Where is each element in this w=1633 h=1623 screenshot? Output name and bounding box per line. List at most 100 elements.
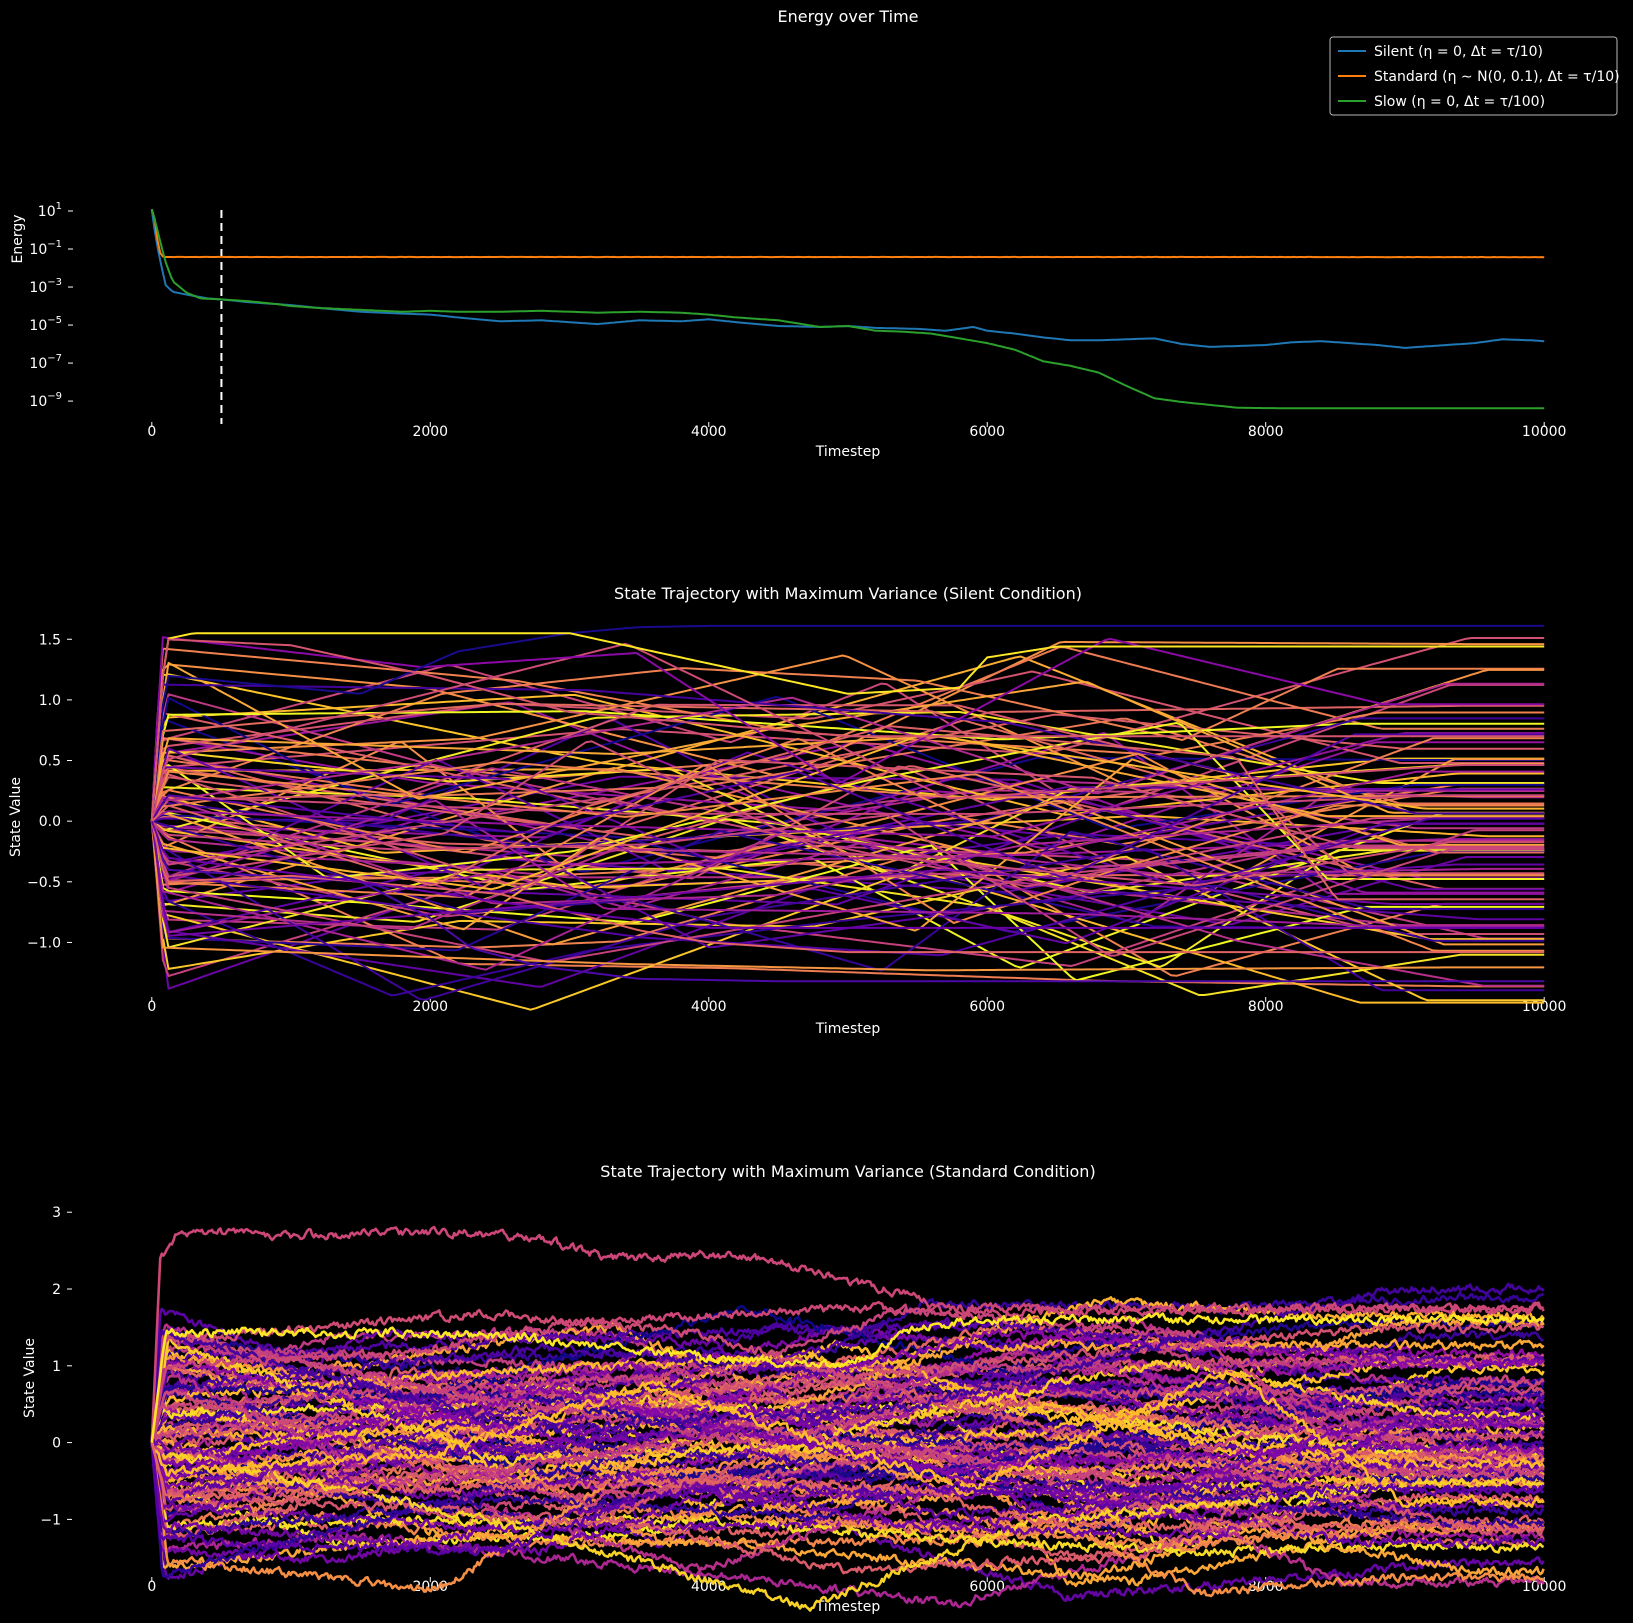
trajectory-line (150, 682, 1545, 822)
trajectory-line (151, 711, 1545, 832)
trajectory-line (150, 821, 1545, 937)
x-tick-label: 0 (147, 1579, 156, 1595)
x-tick-label: 4000 (691, 999, 727, 1015)
trajectory-line (150, 636, 1545, 822)
x-tick-label: 0 (147, 999, 156, 1015)
trajectory-line (150, 734, 1545, 822)
trajectory-line (150, 1303, 1545, 1444)
y-tick-label: 0.0 (39, 814, 61, 830)
trajectory-line (150, 646, 1545, 822)
trajectory-line (150, 821, 1545, 972)
trajectory-line (150, 770, 1545, 952)
x-tick-label: 4000 (691, 1579, 727, 1595)
x-axis-label: Timestep (815, 444, 881, 460)
highlighted-trajectory-line (150, 624, 1545, 822)
highlighted-trajectory-line (150, 1442, 1544, 1535)
trajectory-line (150, 1328, 1545, 1445)
trajectory-line (150, 821, 1545, 1002)
trajectory-line (150, 664, 1545, 822)
x-tick-label: 2000 (412, 424, 448, 440)
trajectory-line (151, 1442, 1545, 1612)
trajectory-line (150, 1282, 1545, 1444)
x-tick-label: 8000 (1248, 999, 1284, 1015)
y-tick-label: 10−7 (29, 353, 62, 372)
y-tick-label: 10−5 (29, 315, 62, 334)
x-tick-label: 8000 (1248, 424, 1284, 440)
highlighted-trajectory-line (150, 638, 1545, 822)
x-tick-label: 2000 (412, 1579, 448, 1595)
highlighted-trajectory-line (150, 1300, 1544, 1443)
state-trajectories (150, 624, 1545, 1011)
x-tick-label: 4000 (691, 424, 727, 440)
trajectory-line (150, 796, 1545, 905)
y-axis-ticks: −1 0 1 2 3 (40, 1205, 72, 1528)
highlighted-trajectory-line (150, 820, 1545, 929)
y-tick-label: −1 (40, 1512, 61, 1528)
y-tick-label: 10−1 (29, 239, 62, 258)
energy-series (150, 208, 1545, 410)
y-tick-label: 0 (52, 1436, 61, 1452)
trajectory-line (150, 821, 1545, 987)
highlighted-trajectory-line (150, 820, 1545, 983)
legend-label-silent: Silent (η = 0, Δt = τ/10) (1374, 44, 1543, 60)
trajectory-line (150, 683, 1545, 822)
y-axis-label: State Value (22, 1338, 38, 1418)
trajectory-line (150, 821, 1545, 977)
highlighted-trajectory-line (150, 1312, 1545, 1443)
y-tick-label: 2 (52, 1282, 61, 1298)
x-axis-label: Timestep (815, 1021, 881, 1037)
trajectory-line (150, 797, 1545, 888)
x-tick-label: 0 (147, 424, 156, 440)
energy-line-standard (150, 208, 1545, 259)
energy-chart: Energy over Time Timestep Energy 0 2000 40… (10, 7, 1620, 460)
trajectory-line (151, 814, 1545, 957)
trajectory-line (150, 704, 1545, 833)
trajectory-line (150, 817, 1545, 957)
energy-line-slow (150, 208, 1545, 410)
silent-trajectory-chart: State Trajectory with Maximum Variance (… (8, 584, 1566, 1037)
trajectory-line (150, 820, 1545, 1001)
trajectory-line (150, 1333, 1544, 1460)
chart-title: State Trajectory with Maximum Variance (… (614, 584, 1082, 603)
trajectory-line (150, 1377, 1545, 1484)
trajectory-line (150, 642, 1545, 822)
trajectory-line (150, 1388, 1545, 1508)
trajectory-line (150, 722, 1545, 880)
y-tick-label: −0.5 (27, 875, 61, 891)
trajectory-line (150, 661, 1545, 822)
standard-trajectory-chart: State Trajectory with Maximum Variance (… (22, 1162, 1566, 1615)
trajectory-line (150, 758, 1545, 882)
y-tick-label: 10−3 (29, 277, 62, 296)
x-tick-label: 6000 (969, 999, 1005, 1015)
trajectory-line (150, 1322, 1545, 1441)
trajectory-line (150, 1348, 1545, 1495)
trajectory-line (150, 1308, 1544, 1444)
y-axis-label: State Value (8, 777, 24, 857)
x-tick-label: 10000 (1522, 424, 1567, 440)
trajectory-line (150, 794, 1545, 822)
trajectory-line (150, 733, 1545, 891)
y-tick-label: −1.0 (27, 935, 61, 951)
trajectory-line (150, 1411, 1544, 1540)
legend: Silent (η = 0, Δt = τ/10) Standard (η ∼ … (1329, 36, 1620, 116)
trajectory-line (150, 1369, 1545, 1509)
state-trajectories (150, 1225, 1545, 1612)
y-tick-label: 1.0 (39, 693, 61, 709)
y-tick-label: 10−9 (29, 391, 62, 410)
trajectory-line (151, 813, 1545, 933)
trajectory-line (150, 821, 1545, 971)
legend-label-standard: Standard (η ∼ N(0, 0.1), Δt = τ/10) (1374, 69, 1620, 85)
trajectory-line (150, 733, 1545, 879)
trajectory-line (150, 1441, 1545, 1579)
trajectory-line (150, 1415, 1545, 1549)
y-tick-label: 1 (52, 1359, 61, 1375)
trajectory-line (150, 1338, 1545, 1490)
highlighted-trajectory-line (150, 820, 1545, 954)
trajectory-line (150, 799, 1545, 928)
x-tick-label: 6000 (969, 424, 1005, 440)
y-axis-ticks: 101 10−1 10−3 10−5 10−7 10−9 (29, 201, 73, 410)
legend-frame (1329, 36, 1618, 116)
y-tick-label: 1.5 (39, 632, 61, 648)
trajectory-line (150, 667, 1545, 822)
